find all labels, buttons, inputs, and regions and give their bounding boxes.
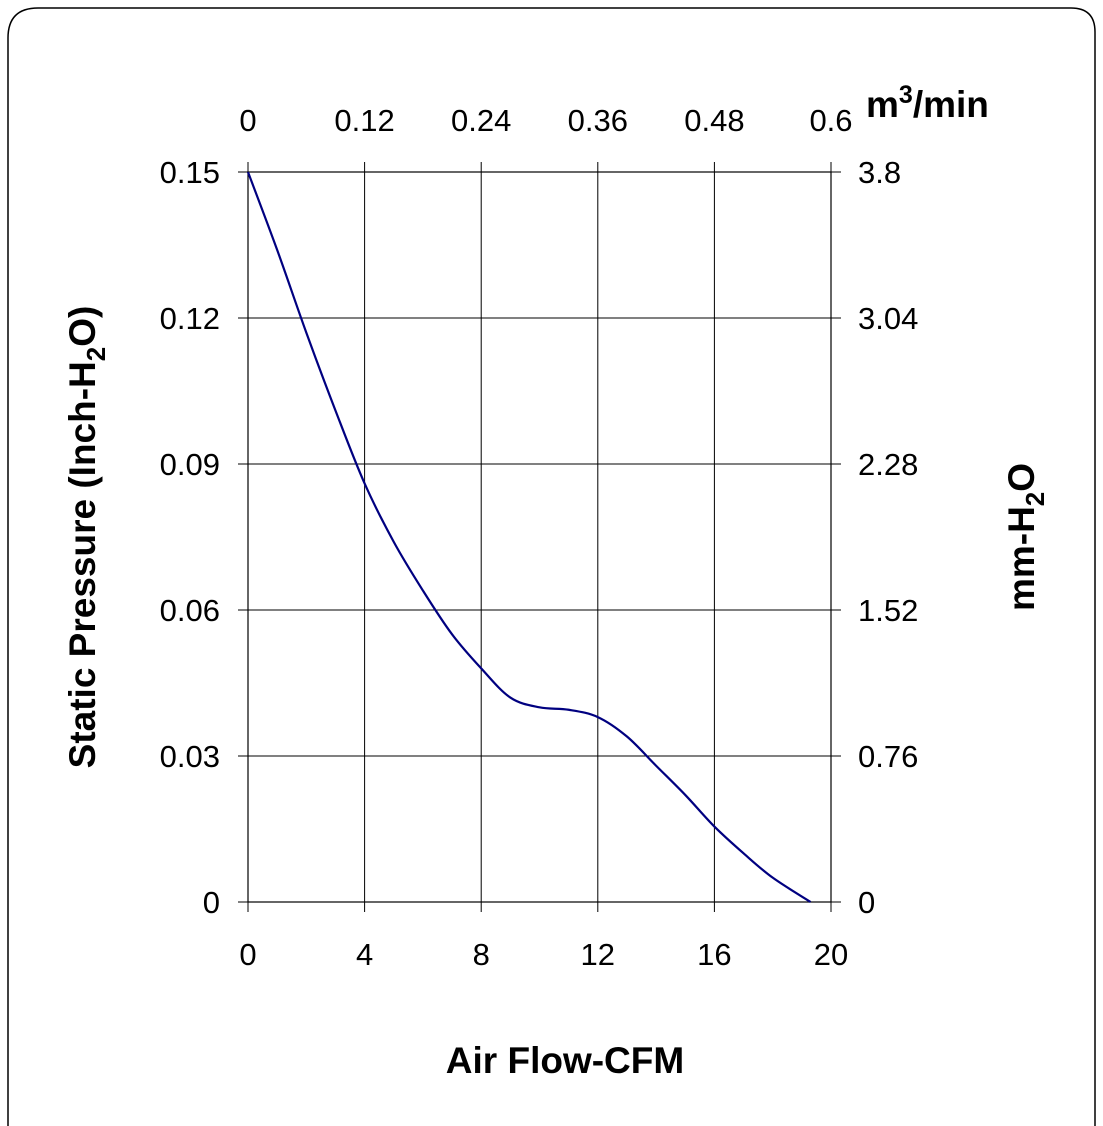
y-right-tick-label: 0.76 (858, 739, 918, 774)
x-top-tick-label: 0.24 (451, 103, 511, 138)
x-top-tick-label: 0.36 (568, 103, 628, 138)
y-left-tick-label: 0.15 (160, 155, 220, 190)
grid (238, 162, 841, 912)
x-tick-label: 20 (814, 937, 848, 972)
x-top-tick-label: 0.48 (684, 103, 744, 138)
x-top-tick-label: 0 (239, 103, 256, 138)
y-right-tick-label: 1.52 (858, 593, 918, 628)
y-left-tick-label: 0.09 (160, 447, 220, 482)
top-axis-unit: m3/min (866, 81, 989, 125)
right-y-axis-title: mm-H2O (1001, 463, 1050, 611)
y-left-tick-label: 0.12 (160, 301, 220, 336)
y-left-tick-label: 0.06 (160, 593, 220, 628)
x-axis-title: Air Flow-CFM (446, 1040, 684, 1081)
y-right-tick-label: 3.8 (858, 155, 901, 190)
y-left-tick-label: 0.03 (160, 739, 220, 774)
plot-area-frame (247, 171, 832, 903)
x-top-tick-label: 0.12 (334, 103, 394, 138)
y-right-tick-label: 0 (858, 885, 875, 920)
y-right-tick-label: 2.28 (858, 447, 918, 482)
x-tick-label: 16 (697, 937, 731, 972)
y-right-tick-label: 3.04 (858, 301, 918, 336)
x-tick-label: 4 (356, 937, 373, 972)
left-y-axis-title: Static Pressure (Inch-H2O) (62, 306, 111, 769)
chart-border (7, 7, 1096, 1126)
x-tick-label: 12 (581, 937, 615, 972)
y-left-tick-label: 0 (203, 885, 220, 920)
x-tick-label: 8 (473, 937, 490, 972)
x-tick-label: 0 (239, 937, 256, 972)
x-top-tick-label: 0.6 (809, 103, 852, 138)
series-line (246, 171, 812, 903)
